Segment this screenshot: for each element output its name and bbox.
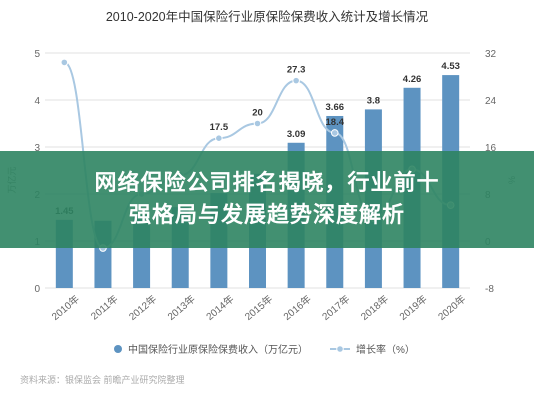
headline-line-1: 网络保险公司排名揭晓，行业前十	[94, 170, 440, 196]
bar-value-label: 4.53	[441, 61, 460, 72]
x-tick-label: 2011年	[88, 292, 120, 322]
bar-value-label: 3.66	[326, 102, 345, 113]
line-point	[330, 129, 339, 137]
y-tick-label: 4	[34, 96, 40, 107]
headline-banner: 网络保险公司排名揭晓，行业前十 强格局与发展趋势深度解析	[0, 151, 534, 248]
y-right-tick-label: 24	[485, 96, 497, 107]
x-tick-label: 2019年	[397, 292, 430, 323]
line-point	[60, 58, 69, 67]
bar-value-label: 3.8	[367, 95, 380, 106]
chart-title: 2010-2020年中国保险行业原保险保费收入统计及增长情况	[106, 9, 429, 24]
x-tick-label: 2015年	[242, 292, 275, 323]
y-tick-label: 3	[34, 143, 40, 154]
legend-line-point	[336, 345, 344, 353]
y-right-tick-label: 16	[485, 143, 497, 154]
x-tick-label: 2013年	[165, 292, 198, 323]
line-point	[292, 76, 300, 85]
headline-line-2: 强格局与发展趋势深度解析	[128, 202, 405, 228]
line-point	[215, 134, 223, 142]
x-tick-label: 2014年	[203, 292, 236, 323]
y-tick-label: 0	[34, 284, 40, 295]
legend-bar-marker	[114, 345, 122, 353]
x-tick-label: 2020年	[435, 292, 468, 323]
line-value-label: 17.5	[210, 122, 229, 133]
y-right-tick-label: 32	[485, 49, 497, 60]
source-note: 资料来源：银保监会 前瞻产业研究院整理	[20, 374, 185, 385]
bar-value-label: 4.26	[403, 74, 422, 85]
line-point	[253, 119, 262, 128]
x-tick-label: 2012年	[126, 292, 159, 323]
line-value-label: 27.3	[287, 65, 306, 76]
line-value-label: 20	[252, 108, 263, 119]
x-tick-label: 2017年	[319, 292, 352, 323]
legend-line-label: 增长率（%）	[356, 343, 415, 356]
y-tick-label: 5	[34, 49, 40, 60]
line-value-label: 18.4	[326, 117, 345, 128]
bar-value-label: 3.09	[287, 129, 306, 140]
y-right-tick-label: -8	[485, 284, 494, 295]
legend-bar-label: 中国保险行业原保险保费收入（万亿元）	[128, 343, 308, 356]
x-tick-label: 2016年	[281, 292, 314, 323]
x-tick-label: 2018年	[358, 292, 391, 323]
x-tick-label: 2010年	[49, 292, 82, 323]
